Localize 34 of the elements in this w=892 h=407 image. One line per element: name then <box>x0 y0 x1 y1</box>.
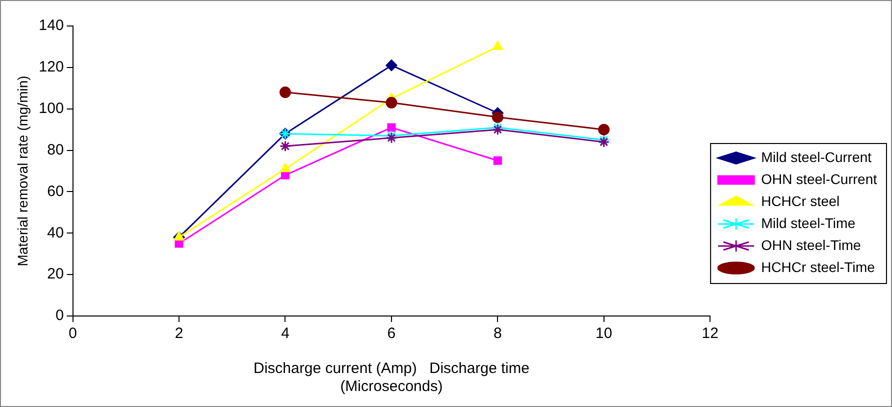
y-tick-label: 100 <box>38 100 64 117</box>
x-tick-label: 10 <box>596 325 612 342</box>
legend-label: OHN steel-Current <box>761 170 878 187</box>
y-tick-label: 80 <box>47 141 64 158</box>
x-tick-label: 8 <box>493 325 502 342</box>
x-tick-label: 2 <box>174 325 184 342</box>
legend-label: Mild steel-Time <box>761 214 856 231</box>
point <box>492 111 504 123</box>
point <box>174 232 184 241</box>
point <box>492 40 503 50</box>
legend-label: Mild steel-Current <box>761 148 872 165</box>
x-tick-label: 4 <box>281 325 290 342</box>
point <box>280 163 290 172</box>
y-tick-label: 120 <box>38 58 64 76</box>
point <box>493 156 502 165</box>
point <box>387 123 396 132</box>
x-tick-label: 0 <box>68 325 77 342</box>
x-axis-title: Discharge current (Amp) Discharge time (Microseconds) <box>253 360 530 396</box>
point <box>598 124 610 136</box>
point <box>386 96 398 108</box>
y-tick-label: 0 <box>55 307 64 324</box>
x-tick-label: 6 <box>387 325 396 342</box>
point <box>279 86 291 98</box>
y-tick-label: 20 <box>47 266 64 283</box>
legend-label: OHN steel-Time <box>761 236 862 253</box>
point <box>279 140 291 152</box>
y-axis-title: Material removal rate (mg/min) <box>14 76 30 266</box>
legend-label: HCHCr steel <box>761 192 840 209</box>
x-tick-label: 12 <box>702 325 718 342</box>
point <box>386 60 398 72</box>
y-tick-label: 140 <box>38 17 64 34</box>
y-tick-label: 60 <box>47 182 64 200</box>
y-tick-label: 40 <box>47 224 64 242</box>
legend-label: HCHCr steel-Time <box>761 258 876 275</box>
